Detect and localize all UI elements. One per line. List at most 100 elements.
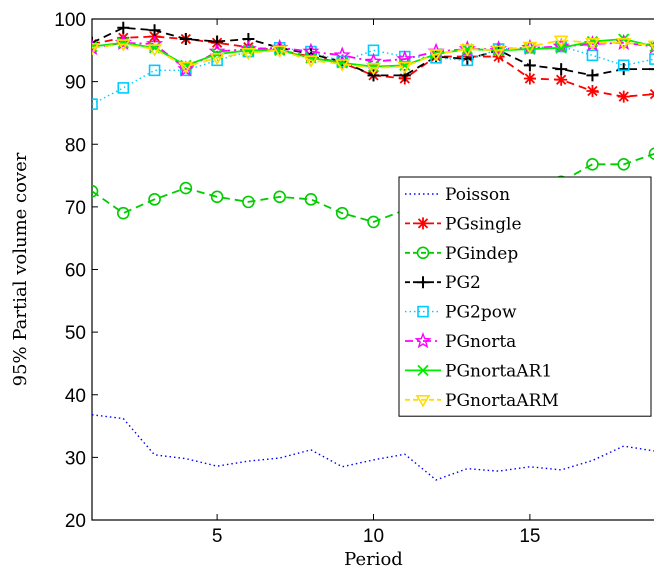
- data-point: [179, 181, 193, 195]
- data-point: [366, 63, 381, 76]
- data-point: [148, 193, 161, 206]
- series-layer: [92, 21, 654, 481]
- legend-label: PGnortaAR1: [445, 361, 552, 381]
- data-point: [617, 157, 631, 171]
- x-tick-label: 5: [212, 526, 223, 547]
- data-point: [649, 63, 654, 76]
- data-point: [555, 73, 568, 86]
- y-tick-label: 60: [65, 261, 86, 282]
- data-point: [333, 46, 351, 63]
- data-point: [397, 61, 413, 75]
- data-point: [115, 39, 131, 52]
- legend-entry: PGsingle: [405, 214, 522, 234]
- data-point: [240, 48, 256, 61]
- series-pgnortaarm: [92, 35, 654, 76]
- legend-marker: [417, 364, 429, 377]
- data-point: [586, 157, 599, 171]
- data-point: [178, 61, 194, 75]
- legend-label: PGnorta: [445, 332, 516, 352]
- data-point: [649, 40, 654, 53]
- legend-label: PG2pow: [445, 303, 517, 323]
- legend-marker: [415, 395, 431, 408]
- data-point: [117, 82, 130, 94]
- data-point: [148, 24, 161, 37]
- legend-marker: [417, 305, 429, 318]
- data-point: [523, 72, 536, 85]
- data-point: [92, 98, 98, 110]
- y-tick-label: 40: [65, 386, 86, 407]
- data-point: [586, 85, 599, 98]
- legend-marker: [416, 246, 430, 260]
- legend-label: Poisson: [445, 185, 510, 205]
- x-axis-label: Period: [344, 549, 403, 570]
- data-point: [272, 45, 288, 58]
- series-line: [92, 39, 654, 69]
- axes: 20 30 40 50 60 70 80 90 100 5 10 15: [54, 10, 654, 547]
- data-point: [147, 44, 162, 57]
- data-point: [303, 55, 319, 68]
- data-point: [92, 43, 100, 56]
- data-point: [117, 31, 130, 44]
- series-line: [92, 414, 654, 481]
- data-point: [428, 49, 444, 62]
- x-tick-label: 10: [363, 526, 384, 547]
- y-tick-label: 80: [65, 135, 86, 156]
- data-point: [523, 59, 536, 72]
- y-tick-label: 100: [54, 10, 86, 31]
- data-point: [179, 33, 192, 46]
- data-point: [586, 49, 599, 62]
- data-point: [335, 206, 349, 220]
- legend-label: PG2: [445, 273, 481, 293]
- legend-marker: [417, 276, 429, 289]
- y-tick-label: 90: [65, 73, 86, 94]
- data-point: [302, 42, 320, 59]
- y-tick-label: 50: [65, 323, 86, 344]
- data-point: [616, 37, 632, 51]
- legend-entry: PGindep: [405, 244, 518, 264]
- data-point: [210, 190, 224, 204]
- legend-entry: PGnorta: [405, 332, 516, 352]
- legend-label: PGnortaARM: [445, 391, 559, 411]
- data-point: [552, 37, 570, 54]
- data-point: [116, 206, 130, 220]
- data-point: [92, 184, 99, 198]
- data-point: [586, 69, 599, 82]
- legend-marker: [414, 332, 432, 349]
- data-point: [304, 193, 318, 206]
- legend-box: [398, 176, 652, 417]
- data-point: [648, 147, 654, 160]
- series-pgnortaar1: [92, 33, 654, 73]
- y-axis-label: 95% Partial volume cover: [10, 152, 31, 386]
- data-point: [555, 63, 568, 76]
- data-point: [117, 21, 130, 34]
- data-point: [647, 40, 654, 52]
- data-point: [367, 215, 380, 229]
- legend-entry: PGnortaAR1: [405, 361, 552, 381]
- legend-label: PGsingle: [445, 214, 522, 234]
- series-line: [92, 41, 654, 71]
- data-point: [242, 195, 255, 209]
- data-point: [273, 190, 286, 204]
- y-tick-label: 20: [65, 511, 86, 532]
- data-point: [649, 89, 654, 100]
- legend-entry: Poisson: [405, 185, 510, 205]
- data-point: [334, 59, 350, 72]
- legend-marker: [417, 217, 429, 230]
- x-tick-label: 15: [519, 526, 540, 547]
- legend-entry: PG2pow: [405, 303, 517, 323]
- series-line: [92, 153, 654, 223]
- data-point: [585, 37, 600, 51]
- legend-label: PGindep: [445, 244, 518, 264]
- y-tick-label: 30: [65, 448, 86, 469]
- data-point: [522, 41, 538, 55]
- data-point: [617, 90, 630, 103]
- data-point: [491, 45, 507, 58]
- data-point: [459, 44, 475, 57]
- y-tick-label: 70: [65, 198, 86, 219]
- legend-entry: PG2: [405, 273, 481, 293]
- legend-entry: PGnortaARM: [405, 391, 559, 411]
- data-point: [553, 35, 569, 48]
- data-point: [209, 53, 225, 66]
- legend: Poisson PGsingle PGindep PG2 PG2pow PGnorta PG…: [398, 176, 652, 417]
